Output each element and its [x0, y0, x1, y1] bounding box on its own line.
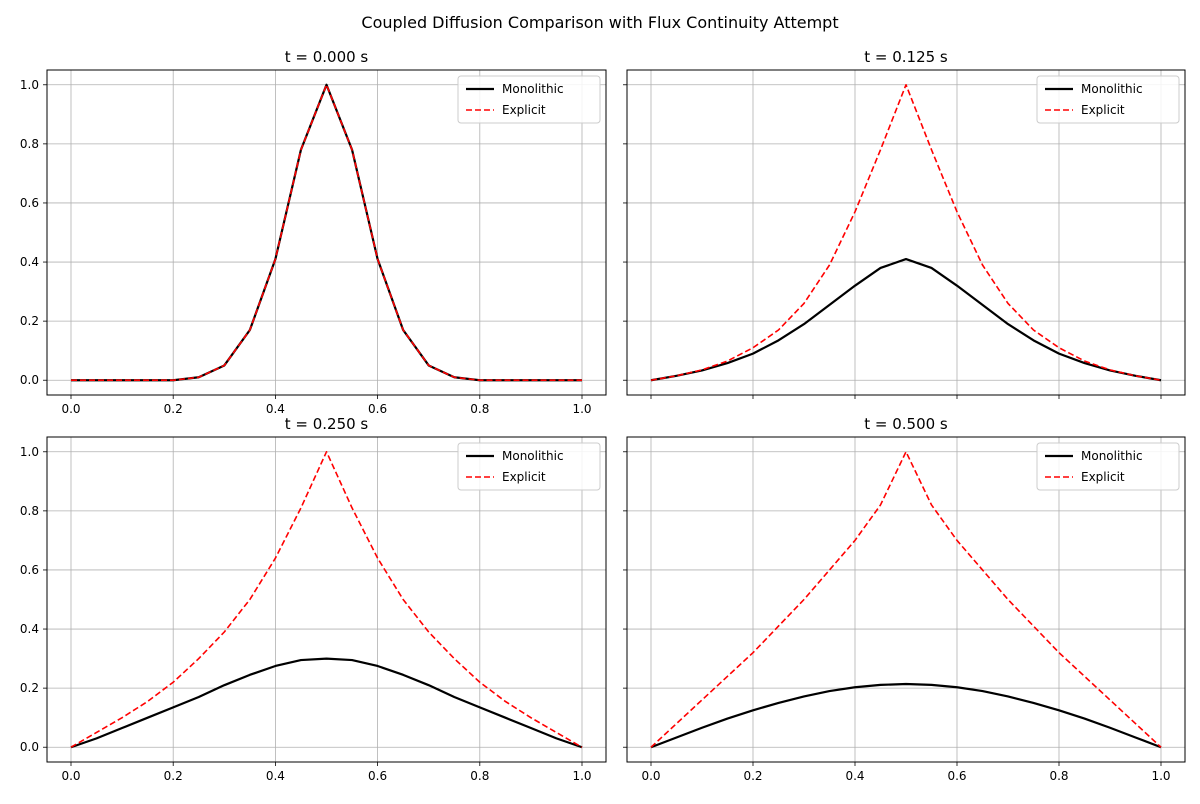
legend-label-explicit: Explicit [1081, 470, 1125, 484]
y-tick-label: 0.2 [20, 681, 39, 695]
legend-label-monolithic: Monolithic [1081, 449, 1143, 463]
y-tick-label: 0.0 [20, 373, 39, 387]
legend-label-monolithic: Monolithic [502, 449, 564, 463]
figure-title: Coupled Diffusion Comparison with Flux C… [361, 13, 839, 32]
series-line-explicit [70, 450, 583, 748]
legend-label-explicit: Explicit [1081, 103, 1125, 117]
legend-label-monolithic: Monolithic [1081, 82, 1143, 96]
axes-frame [626, 436, 1186, 763]
y-tick-label: 0.6 [20, 196, 39, 210]
legend-label-monolithic: Monolithic [502, 82, 564, 96]
x-tick-label: 0.8 [470, 402, 489, 416]
legend-label-explicit: Explicit [502, 103, 546, 117]
panel-title: t = 0.125 s [864, 48, 948, 66]
legend-box [1036, 75, 1180, 124]
x-tick-label: 0.2 [164, 402, 183, 416]
y-tick-label: 0.4 [20, 255, 39, 269]
panel-title: t = 0.500 s [864, 415, 948, 433]
series-line-monolithic [650, 682, 1162, 749]
y-tick-label: 0.0 [20, 740, 39, 754]
x-tick-label: 0.4 [266, 769, 285, 783]
panel-3: 0.0 0.0 0.2 0.2 0.4 0.4 0.6 0.6 0.8 0.8 1.0 1.0 t = … [20, 415, 607, 783]
panel-title: t = 0.250 s [285, 415, 369, 433]
panel-1: 0.0 0.0 0.2 0.2 0.4 0.4 0.6 0.6 0.8 0.8 1.0 1.0 t = … [20, 48, 607, 416]
y-tick-label: 0.8 [20, 137, 39, 151]
legend-box [457, 442, 601, 491]
y-tick-label: 0.4 [20, 622, 39, 636]
x-tick-label: 0.6 [368, 402, 387, 416]
axes-frame [46, 69, 607, 396]
x-tick-label: 1.0 [1151, 769, 1170, 783]
series-line-monolithic [71, 83, 582, 382]
y-tick-label: 1.0 [20, 78, 39, 92]
x-tick-label: 0.0 [641, 769, 660, 783]
x-tick-label: 0.0 [61, 402, 80, 416]
x-tick-label: 0.8 [1049, 769, 1068, 783]
x-tick-label: 1.0 [572, 402, 591, 416]
x-tick-label: 0.0 [61, 769, 80, 783]
panel-title: t = 0.000 s [285, 48, 369, 66]
series-line-explicit [71, 83, 582, 382]
x-tick-label: 0.8 [470, 769, 489, 783]
x-tick-label: 0.6 [368, 769, 387, 783]
x-tick-label: 0.4 [845, 769, 864, 783]
series-line-explicit [650, 83, 1162, 382]
axes-frame [626, 69, 1186, 396]
axes-frame [46, 436, 607, 763]
x-tick-label: 0.2 [164, 769, 183, 783]
x-tick-label: 1.0 [572, 769, 591, 783]
series-line-explicit [650, 450, 1162, 748]
x-tick-label: 0.4 [266, 402, 285, 416]
panel-2: t = 0.125 s Monolithic Explicit [623, 48, 1186, 399]
y-tick-label: 1.0 [20, 445, 39, 459]
x-tick-label: 0.2 [743, 769, 762, 783]
legend-box [1036, 442, 1180, 491]
series-line-monolithic [70, 657, 583, 749]
series-line-monolithic [650, 257, 1162, 382]
legend-box [457, 75, 601, 124]
x-tick-label: 0.6 [947, 769, 966, 783]
y-tick-label: 0.8 [20, 504, 39, 518]
y-tick-label: 0.6 [20, 563, 39, 577]
legend-label-explicit: Explicit [502, 470, 546, 484]
panel-4: 0.0 0.2 0.4 0.6 0.8 1.0 t = 0.500 s Monolithic E… [623, 415, 1186, 783]
y-tick-label: 0.2 [20, 314, 39, 328]
